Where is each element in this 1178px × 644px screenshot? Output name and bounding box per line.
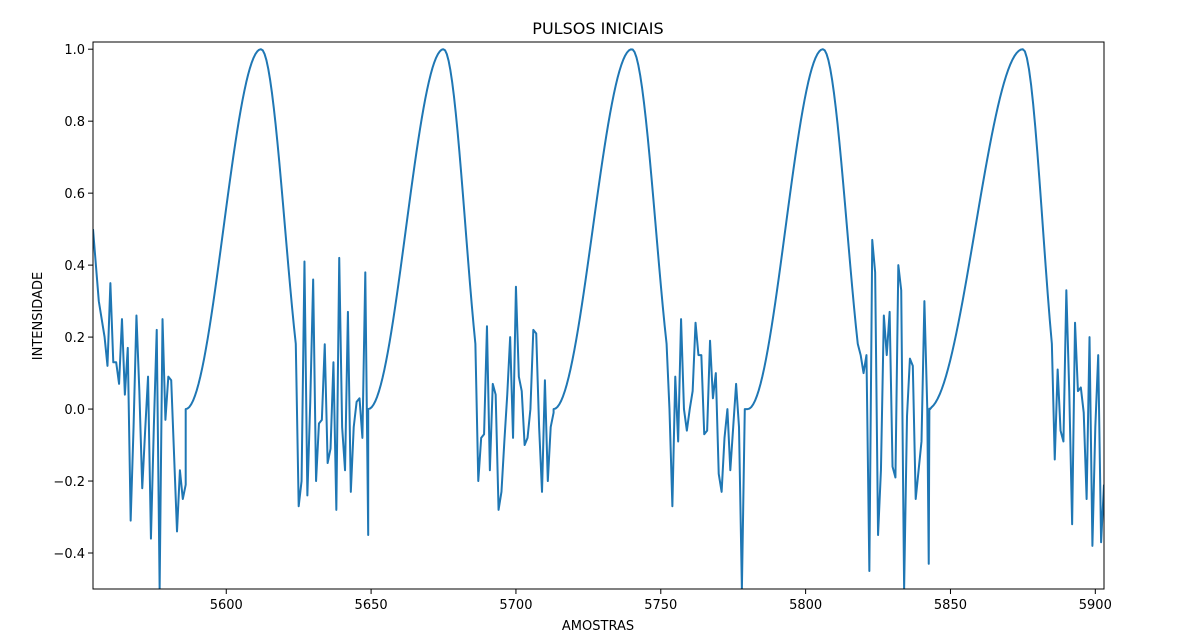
y-tick-label: 0.4 (64, 259, 85, 274)
x-tick-label: 5700 (499, 598, 532, 613)
y-tick-label: 1.0 (64, 43, 85, 58)
y-tick-label: −0.2 (53, 475, 85, 490)
y-tick-label: 0.8 (64, 115, 85, 130)
x-axis-label: AMOSTRAS (562, 619, 634, 634)
y-tick-label: 0.2 (64, 331, 85, 346)
x-tick-label: 5650 (355, 598, 388, 613)
x-tick-label: 5800 (789, 598, 822, 613)
y-tick-label: −0.4 (53, 547, 85, 562)
y-axis-ticks: −0.4 −0.2 0.0 0.2 0.4 0.6 0.8 1.0 (53, 43, 93, 562)
chart-title: PULSOS INICIAIS (532, 19, 663, 38)
x-tick-label: 5850 (934, 598, 967, 613)
x-tick-label: 5900 (1079, 598, 1112, 613)
x-tick-label: 5750 (644, 598, 677, 613)
series-line (93, 48, 1104, 589)
y-tick-label: 0.0 (64, 403, 85, 418)
x-axis-ticks: 5600 5650 5700 5750 5800 5850 5900 (210, 589, 1112, 613)
y-tick-label: 0.6 (64, 187, 85, 202)
y-axis-label: INTENSIDADE (31, 272, 46, 360)
plot-frame (92, 41, 1105, 590)
x-tick-label: 5600 (210, 598, 243, 613)
